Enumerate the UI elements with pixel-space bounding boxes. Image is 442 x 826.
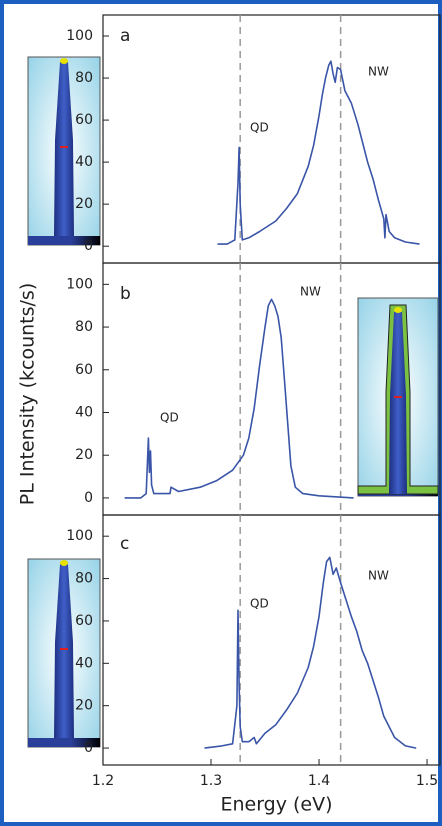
y-tick-label: 0: [84, 238, 93, 254]
y-tick-label: 60: [75, 613, 93, 629]
y-axis-label: PL Intensity (kcounts/s): [17, 283, 39, 505]
annotation: NW: [368, 569, 389, 583]
y-tick-label: 80: [75, 571, 93, 587]
annotation: QD: [250, 597, 269, 611]
x-tick-label: 1.5: [416, 773, 438, 789]
annotation: QD: [250, 121, 269, 135]
y-tick-label: 60: [75, 112, 93, 128]
x-tick-label: 1.3: [200, 773, 222, 789]
y-tick-label: 20: [75, 196, 93, 212]
x-tick-label: 1.4: [308, 773, 330, 789]
inset-c: [27, 558, 101, 748]
inset-b: [357, 297, 439, 497]
x-tick-label: 1.2: [92, 773, 114, 789]
y-tick-label: 20: [75, 698, 93, 714]
spectrum-line: [204, 556, 417, 749]
x-axis-label: Energy (eV): [220, 794, 332, 816]
y-tick-label: 40: [75, 404, 93, 420]
spectrum-line: [217, 60, 420, 245]
y-tick-label: 20: [75, 447, 93, 463]
panel-frame: [102, 514, 441, 766]
panel-frame: [102, 14, 441, 264]
annotation: NW: [300, 285, 321, 299]
panel-label: c: [120, 534, 129, 554]
y-tick-label: 60: [75, 362, 93, 378]
y-tick-label: 0: [84, 740, 93, 756]
annotation: QD: [160, 411, 179, 425]
y-tick-label: 100: [66, 528, 93, 544]
y-tick-label: 100: [66, 276, 93, 292]
y-tick-label: 0: [84, 490, 93, 506]
y-tick-label: 80: [75, 319, 93, 335]
annotation: NW: [368, 65, 389, 79]
inset-a: [27, 56, 101, 246]
panel-label: b: [120, 284, 131, 304]
y-tick-label: 100: [66, 28, 93, 44]
spectrum-line: [124, 298, 354, 499]
panel-label: a: [120, 26, 130, 46]
y-tick-label: 80: [75, 70, 93, 86]
y-tick-label: 40: [75, 154, 93, 170]
y-tick-label: 40: [75, 655, 93, 671]
